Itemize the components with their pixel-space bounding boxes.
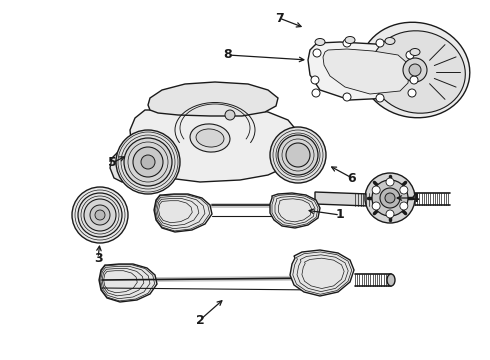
Text: 4: 4 [411,192,419,204]
Polygon shape [270,193,320,228]
Circle shape [286,143,310,167]
Ellipse shape [315,39,325,45]
Circle shape [72,187,128,243]
Circle shape [116,130,180,194]
Ellipse shape [410,49,420,55]
Circle shape [225,110,235,120]
Polygon shape [154,194,212,232]
Polygon shape [290,250,354,296]
Circle shape [376,94,384,102]
Text: 3: 3 [94,252,102,265]
Polygon shape [110,148,148,182]
Circle shape [95,210,105,220]
Circle shape [124,138,172,186]
Ellipse shape [360,22,470,118]
Circle shape [270,127,326,183]
Circle shape [380,188,400,208]
Text: 7: 7 [274,12,283,24]
Circle shape [372,186,380,194]
Circle shape [90,205,110,225]
Circle shape [133,147,163,177]
Ellipse shape [345,36,355,44]
Text: 2: 2 [196,314,204,327]
Polygon shape [315,192,395,207]
Circle shape [365,173,415,223]
Ellipse shape [385,37,395,45]
Circle shape [312,89,320,97]
Circle shape [385,193,395,203]
Circle shape [410,76,418,84]
Circle shape [278,135,318,175]
Polygon shape [323,49,409,94]
Ellipse shape [196,129,224,147]
Circle shape [141,155,155,169]
Ellipse shape [370,31,466,113]
Circle shape [78,193,122,237]
Circle shape [372,180,408,216]
Circle shape [311,76,319,84]
Circle shape [343,39,351,47]
Circle shape [376,39,384,47]
Circle shape [343,93,351,101]
Polygon shape [148,82,278,116]
Text: 5: 5 [108,157,117,170]
Circle shape [400,186,408,194]
Text: 8: 8 [224,49,232,62]
Circle shape [372,202,380,210]
Circle shape [403,58,427,82]
Circle shape [406,51,414,59]
Ellipse shape [190,124,230,152]
Circle shape [313,49,321,57]
Circle shape [386,178,394,186]
Circle shape [408,89,416,97]
Polygon shape [99,264,157,302]
Polygon shape [308,42,418,100]
Circle shape [400,202,408,210]
Text: 1: 1 [336,208,344,221]
Polygon shape [130,108,300,182]
Ellipse shape [387,274,395,286]
Circle shape [386,210,394,218]
Text: 6: 6 [348,171,356,184]
Circle shape [84,199,116,231]
Circle shape [409,64,421,76]
